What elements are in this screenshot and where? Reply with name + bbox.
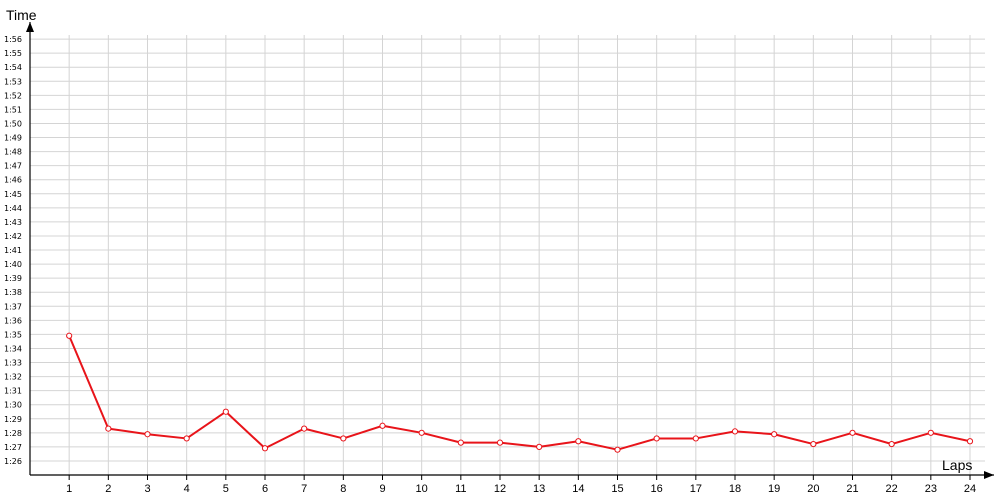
y-tick-label: 1:34	[4, 344, 22, 353]
y-tick-label: 1:35	[4, 330, 22, 339]
data-point	[379, 422, 386, 429]
x-tick-label: 5	[223, 483, 229, 495]
x-tick-label: 19	[768, 483, 780, 495]
data-point	[536, 443, 543, 450]
x-tick-label: 9	[379, 483, 385, 495]
data-point	[496, 439, 504, 446]
x-tick-label: 24	[964, 483, 976, 495]
y-axis-arrow	[26, 22, 34, 32]
x-tick-label: 22	[886, 483, 898, 495]
x-tick-label: 4	[184, 483, 190, 495]
x-tick-label: 20	[807, 483, 819, 495]
grid	[30, 35, 985, 475]
y-tick-label: 1:28	[4, 429, 22, 438]
y-tick-label: 1:45	[4, 190, 22, 199]
x-tick-label: 6	[262, 483, 268, 495]
data-point	[927, 429, 934, 436]
data-point	[575, 438, 582, 445]
x-tick-label: 2	[105, 483, 111, 495]
x-tick-label: 21	[846, 483, 858, 495]
y-tick-label: 1:42	[4, 232, 22, 241]
data-point	[222, 408, 229, 415]
data-point	[771, 431, 778, 438]
x-tick-label: 11	[455, 483, 466, 495]
x-tick-label: 17	[690, 483, 702, 495]
data-point	[457, 439, 464, 446]
y-tick-label: 1:32	[4, 373, 22, 382]
data-point	[340, 435, 347, 442]
x-tick-label: 13	[533, 483, 545, 495]
data-point	[731, 428, 739, 435]
data-point	[888, 440, 895, 448]
data-point	[301, 425, 308, 432]
y-tick-label: 1:56	[4, 35, 22, 44]
x-tick-label: 10	[416, 483, 428, 495]
x-tick-label: 8	[340, 483, 346, 495]
series-1	[66, 332, 974, 453]
y-tick-label: 1:27	[4, 443, 22, 452]
data-point	[418, 429, 425, 436]
data-point	[966, 438, 974, 445]
x-tick-label: 12	[494, 483, 506, 495]
y-tick-label: 1:39	[4, 274, 22, 283]
x-axis-arrow	[984, 471, 994, 479]
y-tick-label: 1:47	[4, 162, 22, 171]
x-tick-label: 1	[66, 483, 72, 495]
series-lines	[66, 332, 974, 453]
data-point	[692, 435, 699, 442]
x-tick-label: 3	[144, 483, 150, 495]
y-tick-label: 1:40	[4, 260, 22, 269]
y-tick-label: 1:44	[4, 204, 22, 213]
data-point	[849, 429, 856, 436]
y-tick-label: 1:30	[4, 401, 22, 410]
axes	[26, 22, 994, 480]
x-tick-label: 23	[925, 483, 937, 495]
data-point	[66, 332, 73, 339]
x-axis-title: Laps	[942, 457, 972, 473]
y-tick-label: 1:55	[4, 49, 22, 58]
x-tick-label: 18	[729, 483, 741, 495]
data-point	[653, 435, 660, 442]
series-line	[68, 335, 971, 451]
y-axis-title: Time	[6, 7, 37, 23]
y-tick-label: 1:37	[4, 302, 22, 311]
data-point	[144, 431, 151, 438]
y-tick-label: 1:53	[4, 77, 22, 86]
y-tick-label: 1:41	[4, 246, 22, 255]
y-tick-label: 1:48	[4, 148, 22, 157]
y-tick-label: 1:36	[4, 316, 22, 325]
y-tick-label: 1:31	[4, 387, 22, 396]
y-tick-label: 1:26	[4, 457, 22, 466]
y-tick-label: 1:43	[4, 218, 22, 227]
y-tick-label: 1:50	[4, 119, 22, 128]
y-tick-label: 1:51	[4, 105, 22, 114]
data-point	[183, 435, 190, 442]
data-point	[810, 440, 817, 448]
x-tick-label: 7	[301, 483, 307, 495]
data-point	[261, 445, 269, 452]
y-tick-label: 1:49	[4, 134, 22, 143]
y-tick-label: 1:38	[4, 288, 22, 297]
y-tick-label: 1:54	[4, 63, 22, 72]
y-tick-label: 1:52	[4, 91, 22, 100]
data-point	[614, 446, 621, 453]
data-point	[105, 425, 112, 432]
x-tick-label: 15	[611, 483, 623, 495]
y-tick-label: 1:33	[4, 359, 22, 368]
tick-labels: 1:26 1:27 1:28 1:29 1:30 1:31 1:32 1:33 1:34 1:35…	[4, 35, 976, 495]
y-tick-label: 1:29	[4, 415, 22, 424]
x-tick-label: 16	[651, 483, 663, 495]
x-tick-label: 14	[572, 483, 584, 495]
y-tick-label: 1:46	[4, 176, 22, 185]
